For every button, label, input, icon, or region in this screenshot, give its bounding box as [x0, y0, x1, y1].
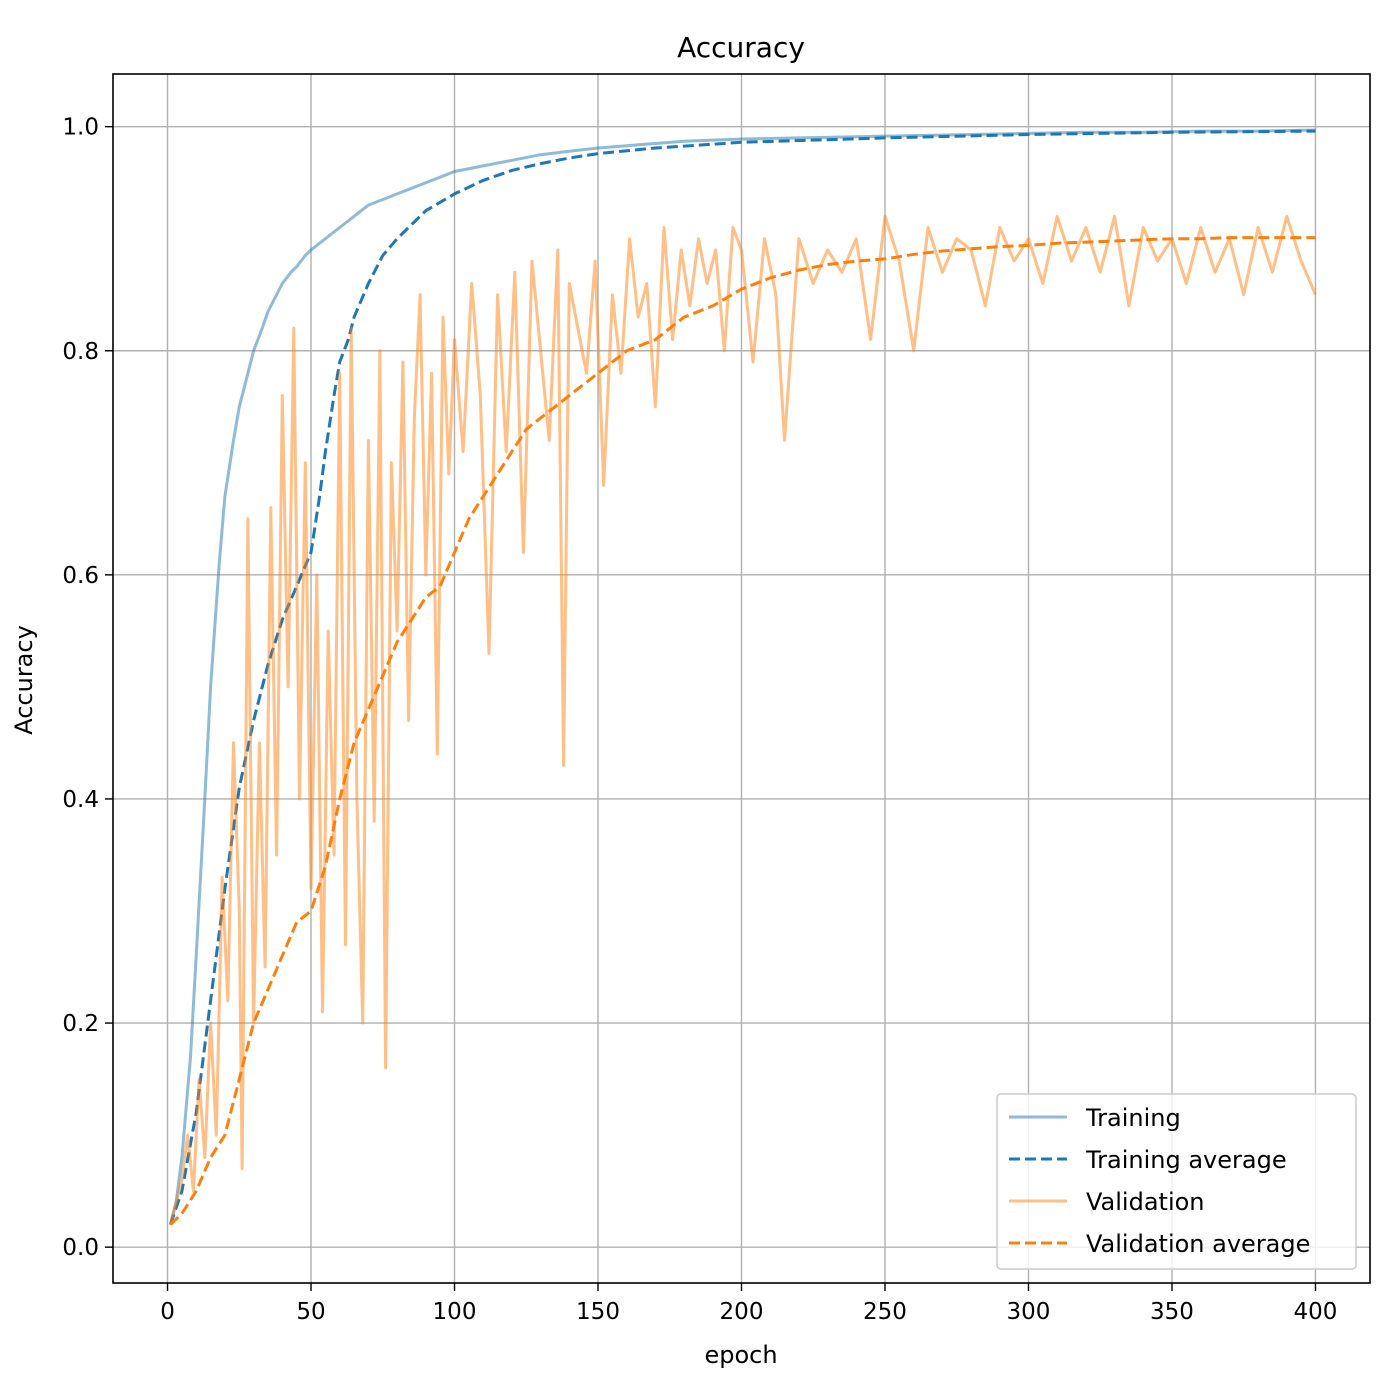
y-axis-label: Accuracy: [10, 625, 38, 735]
legend-label: Training average: [1085, 1146, 1287, 1174]
x-tick-label: 0: [160, 1299, 175, 1325]
x-tick-label: 100: [433, 1299, 477, 1325]
chart-title: Accuracy: [677, 31, 805, 64]
series-line-training-average: [168, 129, 1316, 1226]
legend-label: Training: [1085, 1104, 1181, 1132]
x-axis-label: epoch: [704, 1341, 777, 1369]
x-tick-label: 300: [1007, 1299, 1051, 1325]
series-line-validation: [168, 214, 1317, 1226]
legend: Training Training average Validation Valida…: [996, 1093, 1357, 1270]
x-tick-label: 250: [863, 1299, 907, 1325]
y-tick-label: 0.2: [62, 1011, 99, 1037]
series-lines: [168, 128, 1317, 1226]
y-tick-label: 0.0: [62, 1235, 99, 1261]
legend-box: [996, 1093, 1357, 1270]
y-tick-label: 1.0: [62, 115, 99, 141]
x-tick-label: 150: [576, 1299, 620, 1325]
x-tick-label: 400: [1294, 1299, 1338, 1325]
x-tick-label: 50: [296, 1299, 325, 1325]
legend-label: Validation average: [1086, 1230, 1310, 1258]
legend-label: Validation: [1086, 1188, 1205, 1216]
series-line-validation-average: [169, 236, 1316, 1226]
x-tick-label: 350: [1150, 1299, 1194, 1325]
x-tick-label: 200: [720, 1299, 764, 1325]
series-line-training: [168, 128, 1316, 1226]
y-tick-label: 0.6: [62, 563, 99, 589]
y-tick-label: 0.4: [62, 787, 99, 813]
axis-ticks: 0 50 100 150 200 250 300 350 400 0.0 0.2 0.4 0.6 0.8 1…: [62, 115, 1337, 1325]
y-tick-label: 0.8: [62, 339, 99, 365]
